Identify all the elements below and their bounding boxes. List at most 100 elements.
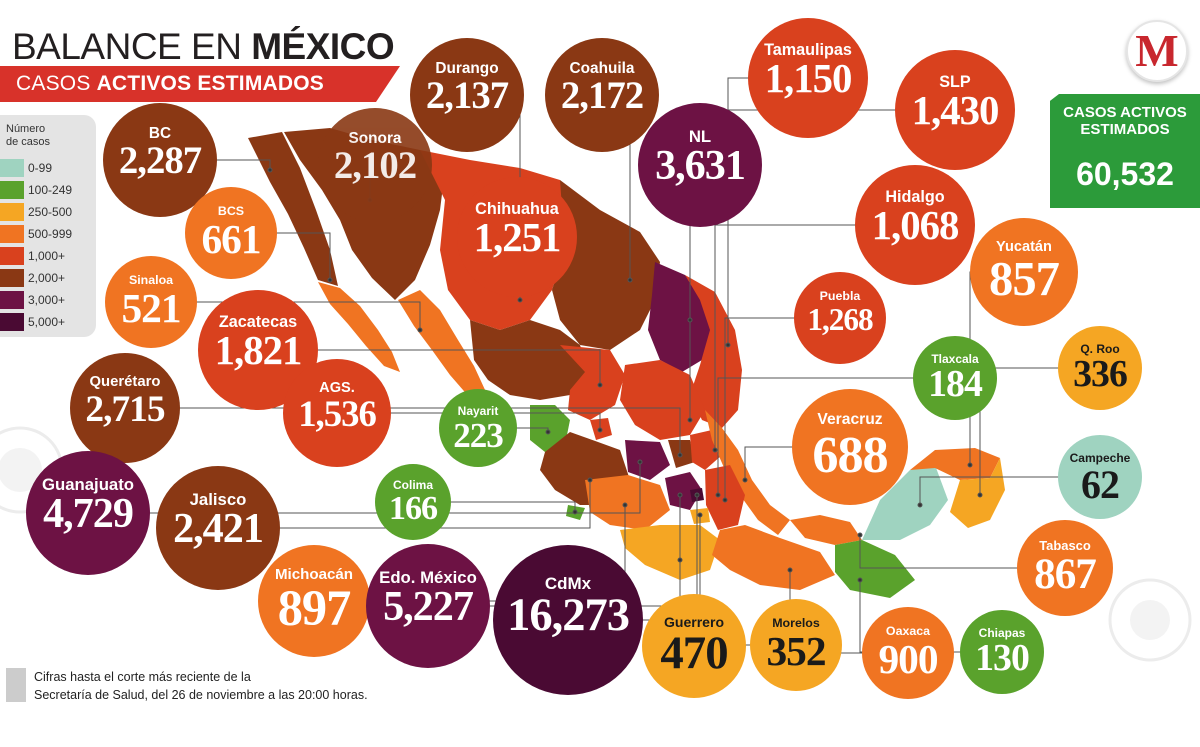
leader-line — [919, 476, 1100, 505]
state-value: 1,150 — [764, 56, 853, 101]
state-bubble: Q. Roo 336 — [1058, 326, 1142, 410]
legend-label: 3,000+ — [28, 293, 66, 307]
legend-swatch — [0, 247, 24, 265]
state-value: 2,137 — [425, 74, 509, 118]
leader-dot — [587, 477, 593, 483]
state-bubble: Coahuila 2,172 — [545, 38, 659, 152]
leader-dot — [787, 567, 793, 573]
state-name: Nayarit — [457, 403, 499, 418]
leader-dot — [687, 317, 693, 323]
state-name: Guanajuato — [41, 474, 135, 494]
leader-dot — [597, 427, 603, 433]
subtitle-light: CASOS — [16, 72, 97, 95]
leader-dot — [327, 277, 333, 283]
state-value: 1,068 — [871, 203, 960, 248]
state-value: 3,631 — [655, 142, 746, 190]
state-name: Durango — [435, 59, 499, 77]
leader-line — [717, 377, 955, 495]
state-value: 867 — [1034, 551, 1097, 599]
map-region-zacatecas — [560, 345, 625, 420]
map-region-coahuila — [552, 180, 660, 350]
state-value: 62 — [1081, 461, 1120, 507]
leader-dot — [742, 477, 748, 483]
leader-dot — [627, 277, 633, 283]
leader-dot — [545, 429, 551, 435]
leader-line — [859, 535, 1065, 569]
state-value: 4,729 — [43, 490, 134, 538]
footnote: Cifras hasta el corte más reciente de la… — [34, 668, 368, 704]
map-region-slp — [620, 360, 705, 440]
legend-label: 250-500 — [28, 205, 73, 219]
state-name: Tlaxcala — [931, 351, 979, 366]
state-value: 688 — [812, 425, 888, 484]
state-bubble: NL 3,631 — [638, 103, 762, 227]
state-bubble: Edo. México 5,227 — [366, 544, 490, 668]
state-bubble: Chiapas 130 — [960, 610, 1044, 694]
legend-swatch — [0, 291, 24, 309]
state-bubble: Sinaloa 521 — [105, 256, 197, 348]
title-light: BALANCE EN — [12, 26, 252, 67]
legend-item: 3,000+ — [0, 289, 96, 311]
state-value: 897 — [277, 580, 352, 637]
state-name: Guerrero — [663, 613, 725, 630]
legend-item: 500-999 — [0, 223, 96, 245]
map-region-tabasco — [790, 515, 862, 545]
leader-dot — [622, 502, 628, 508]
leader-dot — [677, 452, 683, 458]
state-name: Zacatecas — [218, 312, 298, 331]
legend-label: 5,000+ — [28, 315, 66, 329]
state-name: SLP — [939, 72, 971, 91]
state-value: 661 — [201, 215, 261, 262]
state-bubble: Oaxaca 900 — [862, 607, 954, 699]
map-region-guanajuato — [625, 440, 670, 480]
state-bubble: Colima 166 — [375, 464, 451, 540]
state-name: Querétaro — [89, 373, 161, 390]
state-name: Sonora — [348, 129, 402, 147]
state-name: Sinaloa — [128, 273, 174, 288]
legend-item: 100-249 — [0, 179, 96, 201]
state-bubble: Querétaro 2,715 — [70, 353, 180, 463]
state-name: Chiapas — [978, 625, 1026, 640]
state-value: 2,287 — [118, 139, 202, 183]
legend-item: 250-500 — [0, 201, 96, 223]
map-region-chiapas — [835, 540, 915, 598]
leader-dot — [267, 167, 273, 173]
leader-line — [258, 349, 601, 385]
state-name: Hidalgo — [885, 187, 945, 206]
leader-dot — [715, 492, 721, 498]
leader-dot — [637, 459, 643, 465]
leader-dot — [677, 492, 683, 498]
state-bubble: Campeche 62 — [1058, 435, 1142, 519]
state-bubble: SLP 1,430 — [895, 50, 1015, 170]
state-bubble: Nayarit 223 — [439, 389, 517, 467]
state-value: 2,102 — [333, 144, 417, 188]
footnote-line1: Cifras hasta el corte más reciente de la — [34, 670, 251, 684]
map-region-qroo — [950, 458, 1005, 528]
state-value: 857 — [989, 252, 1060, 307]
state-name: NL — [688, 126, 712, 146]
state-name: BCS — [217, 204, 245, 219]
map-region-nl — [648, 262, 712, 372]
state-bubble: BC 2,287 — [103, 103, 217, 217]
subtitle-banner — [0, 66, 400, 102]
map-region-michoacan — [585, 475, 670, 530]
state-bubble: Puebla 1,268 — [794, 272, 886, 364]
legend-swatch — [0, 225, 24, 243]
total-value: 60,532 — [1076, 156, 1174, 192]
subtitle-bold: ACTIVOS ESTIMADOS — [96, 72, 324, 95]
state-value: 184 — [928, 362, 983, 405]
state-name: Tabasco — [1039, 538, 1091, 554]
legend-label: 500-999 — [28, 227, 73, 241]
state-bubble: Tabasco 867 — [1017, 520, 1113, 616]
state-bubble: Zacatecas 1,821 — [198, 290, 318, 410]
state-name: Jalisco — [189, 489, 247, 509]
state-name: Chihuahua — [475, 199, 559, 218]
state-value: 336 — [1073, 352, 1128, 395]
leader-line — [413, 501, 576, 512]
map-region-veracruz — [705, 410, 790, 535]
state-value: 2,172 — [560, 74, 644, 118]
legend-swatch — [0, 203, 24, 221]
state-name: BC — [148, 124, 172, 142]
legend-title-line1: Número — [6, 123, 46, 135]
total-box — [1050, 94, 1200, 208]
